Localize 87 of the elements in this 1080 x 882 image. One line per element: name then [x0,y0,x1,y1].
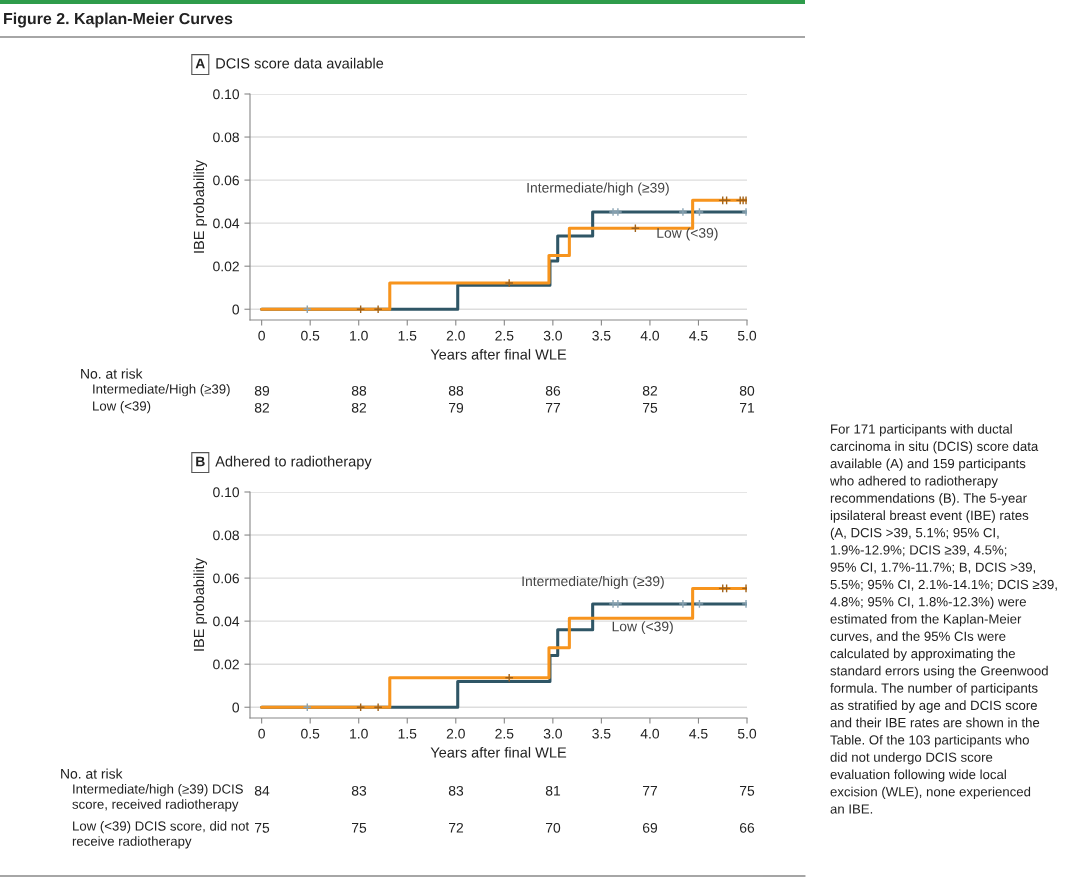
data-label: 82 [351,402,367,413]
x-tick-label: 2.5 [495,728,514,739]
text: Figure 2. Kaplan-Meier Curves [4,12,233,28]
data-label: 83 [448,785,464,796]
data-label: 83 [351,785,367,796]
chart-subtitle: Adhered to radiotherapy [215,455,372,470]
point [504,278,514,288]
point [613,207,623,217]
data-label: 69 [642,822,658,833]
x-tick-label: 2.5 [495,330,514,341]
x-tick-label: 0.5 [301,330,320,341]
data-label: 89 [254,385,270,396]
x-tick-label: 0 [258,728,265,739]
data-label: 70 [545,822,561,833]
y-tick-label: 0.02 [213,659,239,670]
x-tick-label: 3.0 [543,330,562,341]
data-label: 75 [642,403,658,413]
x-tick-label: 1.5 [398,728,417,739]
x-tick-label: 4.5 [689,728,708,739]
x-tick-label: 3.0 [543,728,562,739]
x-tick-label: 0 [258,330,265,341]
data-label: 77 [545,403,561,413]
x-tick-label: 4.5 [689,330,708,341]
x-tick-label: 1.5 [398,330,417,341]
data-label: 86 [545,385,561,396]
point [678,207,688,217]
y-tick-label: Low (<39) DCIS score, did not receive radiotherapy [72,821,250,849]
annotation: Intermediate/high (≥39) [522,575,664,589]
x-tick-label: 3.5 [592,330,611,341]
text: No. at risk [61,768,123,779]
x-tick-label: 2.0 [446,728,465,739]
x-tick-label: 2.0 [446,330,465,341]
y-axis-title: IBE probability [193,160,207,253]
data-label: 72 [448,822,464,833]
x-tick-label: 1.0 [350,728,368,739]
x-tick-label: 4.0 [640,330,660,341]
y-tick-label: 0.06 [213,175,239,186]
y-tick-label: 0 [232,304,240,315]
point [694,207,704,217]
x-tick-label: 5.0 [737,330,757,341]
data-label: 84 [254,785,270,796]
y-tick-label: 0.08 [213,132,239,143]
x-tick-label: 1.0 [350,330,368,341]
point [678,599,688,609]
point [504,673,514,683]
data-label: 75 [254,823,270,833]
y-tick-label: 0.08 [213,530,239,541]
data-label: 77 [642,786,658,796]
data-label: 82 [642,385,658,396]
x-axis-title: Years after final WLE [430,348,567,360]
x-tick-label: 3.5 [592,728,611,739]
x-tick-label: 4.0 [640,728,660,739]
point [613,599,623,609]
point [694,599,704,609]
x-tick-label: 5.0 [737,728,757,739]
data-label: 66 [739,822,755,833]
data-label: 80 [739,385,755,396]
chart-title: No. at risk [81,368,143,379]
y-tick-label: Intermediate/high (≥39) DCIS score, received radiotherapy [72,784,243,812]
point [373,304,383,314]
y-tick-label: 0.02 [213,261,239,272]
chart-title: B [196,456,205,467]
annotation: Low (<39) [612,621,673,635]
chart-subtitle: DCIS score data available [216,57,384,69]
y-tick-label: 0 [232,702,240,713]
data-label: 79 [448,402,464,413]
text: For 171 participants with ductal carcinoma in situ (DCIS) score data available (A) and 159 participants who adhered to radiotherapy recommendations (B). The 5-year ipsilateral breast event (IBE) rates (A, DCIS >39, 5.1%; 95% CI, 1.9%-12.9%; DCIS ≥39, 4.5%; 95% CI, 1.7%-11.7%; B, DCIS >39, 5.5%; 95% CI, 2.1%-14.1%; DCIS ≥39, 4.8%; 95% CI, 1.8%-12.3%) were estimated from the Kaplan-Meier curves, and the 95% CIs were calculated by approximating the standard errors using the Greenwood formula. The number of participants as stratified by age and DCIS score and their IBE rates are shown in the Table. Of the 103 participants who did not undergo DCIS score evaluation following wide local excision (WLE), none experienced an IBE. [829,424,1057,814]
data-label: 88 [448,385,464,396]
data-label: 75 [739,786,755,796]
x-axis-title: Years after final WLE [430,746,567,758]
data-label: 82 [254,402,270,413]
data-label: 71 [739,403,755,413]
y-axis-title: IBE probability [193,558,207,651]
annotation: Intermediate/high (≥39) [527,182,669,196]
annotation: Low (<39) [657,227,718,241]
y-tick-label: Intermediate/High (≥39) [93,384,230,397]
y-tick-label: 0.04 [213,616,240,627]
point [373,702,383,712]
data-label: 88 [351,385,367,396]
y-tick-label: 0.04 [213,218,240,229]
data-label: 81 [545,785,561,796]
y-tick-label: 0.10 [213,487,240,498]
y-tick-label: 0.10 [213,89,240,100]
data-label: 75 [351,823,367,833]
x-tick-label: 0.5 [301,728,320,739]
chart-title: A [195,58,205,69]
y-tick-label: 0.06 [213,573,239,584]
